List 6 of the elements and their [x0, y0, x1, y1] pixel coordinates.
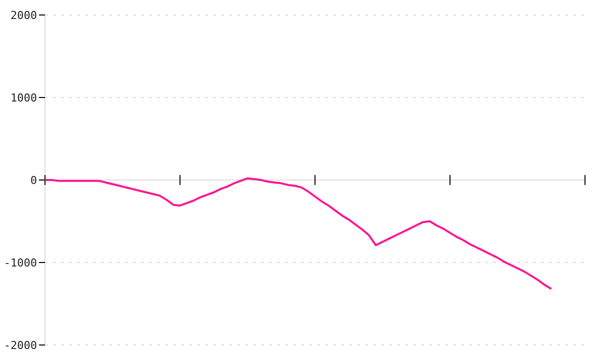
y-tick-label: -2000	[4, 338, 37, 352]
line-series	[44, 177, 552, 290]
y-tick-label: 0	[30, 174, 37, 187]
y-tick-label: -1000	[4, 256, 37, 270]
y-tick-label: 1000	[10, 91, 37, 104]
y-tick-label: 2000	[10, 8, 37, 22]
